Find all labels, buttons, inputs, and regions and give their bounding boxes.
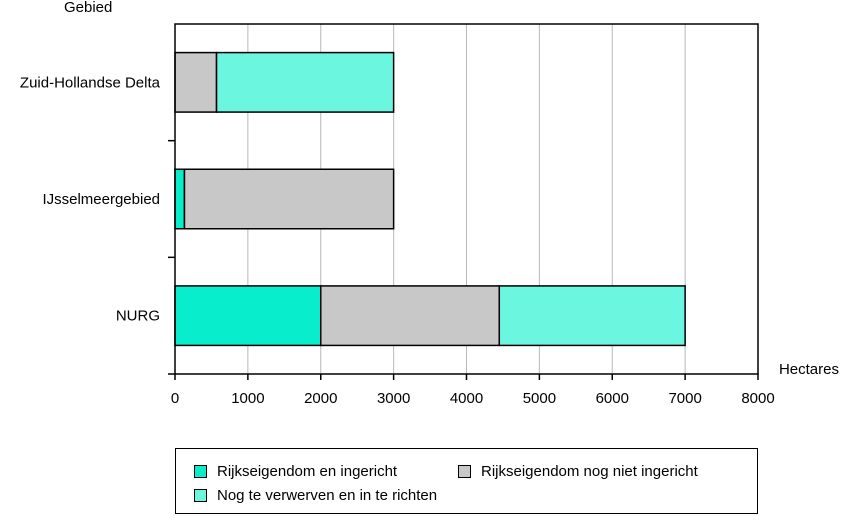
legend-label: Rijkseigendom nog niet ingericht (481, 463, 698, 480)
legend-item-series-1: Rijkseigendom en ingericht (194, 463, 397, 480)
bar-segment (215, 51, 395, 113)
bar-segment (174, 51, 218, 113)
x-tick-label: 8000 (741, 390, 774, 407)
x-tick-label: 4000 (450, 390, 483, 407)
y-axis-title: Gebied (64, 0, 112, 16)
category-label: Zuid-Hollandse Delta (20, 74, 161, 91)
bar-chart: 0 1000 2000 3000 4000 5000 6000 7000 8000 Zuid-Ho… (20, 0, 839, 407)
legend: Rijkseigendom en ingericht Rijkseigendom… (175, 448, 758, 514)
category-label: IJsselmeergebied (42, 191, 160, 208)
axes: 0 1000 2000 3000 4000 5000 6000 7000 8000 Zuid-Ho… (20, 74, 775, 407)
legend-label: Nog te verwerven en in te richten (217, 487, 438, 504)
legend-item-series-3: Nog te verwerven en in te richten (194, 487, 437, 504)
x-tick-label: 0 (171, 390, 179, 407)
x-tick-label: 1000 (231, 390, 264, 407)
legend-swatch (194, 489, 207, 502)
x-tick-label: 3000 (377, 390, 410, 407)
bar-segment (174, 168, 186, 230)
bar-segment (183, 168, 395, 230)
x-tick-label: 2000 (304, 390, 337, 407)
x-tick-label: 5000 (523, 390, 556, 407)
bars (174, 51, 686, 347)
x-tick-label: 6000 (596, 390, 629, 407)
category-label: NURG (116, 308, 160, 325)
legend-swatch (194, 465, 207, 478)
bar-segment (174, 285, 322, 347)
bar-segment (498, 285, 686, 347)
x-axis-title: Hectares (779, 361, 839, 378)
x-tick-label: 7000 (668, 390, 701, 407)
legend-label: Rijkseigendom en ingericht (217, 463, 398, 480)
legend-item-series-2: Rijkseigendom nog niet ingericht (458, 463, 698, 480)
legend-swatch (458, 465, 471, 478)
bar-segment (320, 285, 501, 347)
